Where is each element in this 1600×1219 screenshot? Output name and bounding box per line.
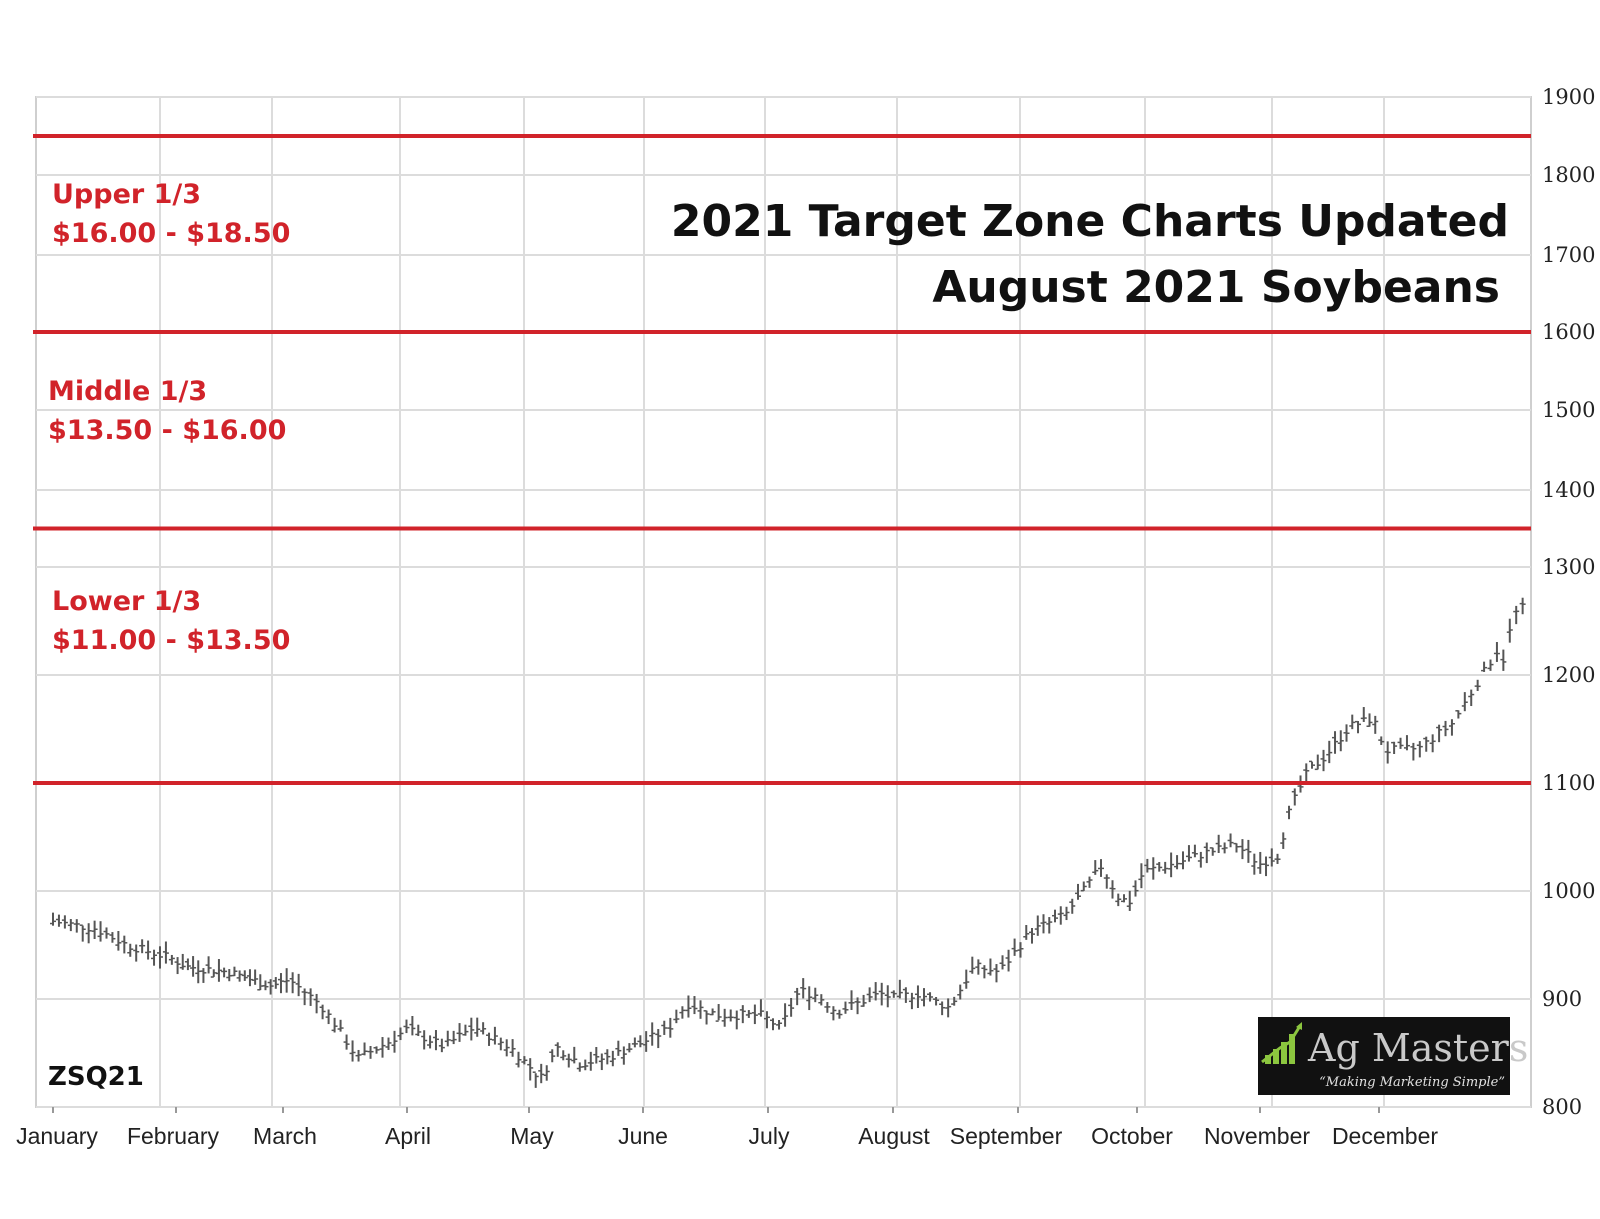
ticker-symbol: ZSQ21 [48, 1062, 144, 1092]
logo-background [1258, 1017, 1510, 1095]
y-tick-label: 1100 [1542, 771, 1595, 795]
x-axis-ticks: January February March April May June July Augu… [16, 1107, 1438, 1149]
x-tick-label: June [618, 1123, 668, 1149]
y-axis-ticks: 1900 1800 1700 1600 1500 1400 1300 1200 1100 1000… [1542, 85, 1595, 1119]
y-tick-label: 1500 [1542, 398, 1595, 422]
lower-zone-name: Lower 1/3 [52, 586, 201, 617]
x-tick-label: May [510, 1123, 554, 1149]
plot-frame [35, 96, 1532, 1108]
upper-zone-name: Upper 1/3 [52, 179, 201, 210]
y-tick-label: 800 [1542, 1095, 1582, 1119]
y-tick-label: 1200 [1542, 663, 1595, 687]
logo-name: Ag Masters [1307, 1026, 1528, 1070]
x-tick-label: February [127, 1123, 220, 1149]
x-tick-label: September [950, 1123, 1063, 1149]
x-tick-label: January [16, 1123, 98, 1149]
ag-masters-logo: Ag Masters “Making Marketing Simple” [1258, 1017, 1528, 1095]
chart-title: 2021 Target Zone Charts Updated [671, 196, 1509, 247]
y-tick-label: 1900 [1542, 85, 1595, 109]
x-tick-label: November [1204, 1123, 1310, 1149]
x-tick-label: October [1091, 1123, 1173, 1149]
y-tick-label: 1400 [1542, 478, 1595, 502]
upper-zone-range: $16.00 - $18.50 [52, 218, 290, 249]
bar-chart-logo-icon [1261, 1022, 1302, 1064]
x-tick-label: August [858, 1123, 930, 1149]
y-tick-label: 1700 [1542, 243, 1595, 267]
chart-subtitle: August 2021 Soybeans [932, 262, 1500, 313]
x-tick-label: July [749, 1123, 790, 1149]
y-tick-label: 1000 [1542, 879, 1595, 903]
vertical-gridlines [159, 97, 1385, 1107]
zone-lines [33, 134, 1531, 785]
logo-tagline: “Making Marketing Simple” [1319, 1075, 1505, 1090]
x-tick-label: March [253, 1123, 317, 1149]
x-tick-label: December [1332, 1123, 1438, 1149]
middle-zone-range: $13.50 - $16.00 [48, 415, 286, 446]
y-tick-label: 900 [1542, 987, 1582, 1011]
lower-zone-range: $11.00 - $13.50 [52, 625, 290, 656]
middle-zone-name: Middle 1/3 [48, 376, 207, 407]
x-tick-label: April [385, 1123, 431, 1149]
horizontal-gridlines [36, 96, 1531, 1108]
y-tick-label: 1300 [1542, 555, 1595, 579]
y-tick-label: 1800 [1542, 163, 1595, 187]
y-tick-label: 1600 [1542, 320, 1595, 344]
price-bars [50, 597, 1526, 1088]
